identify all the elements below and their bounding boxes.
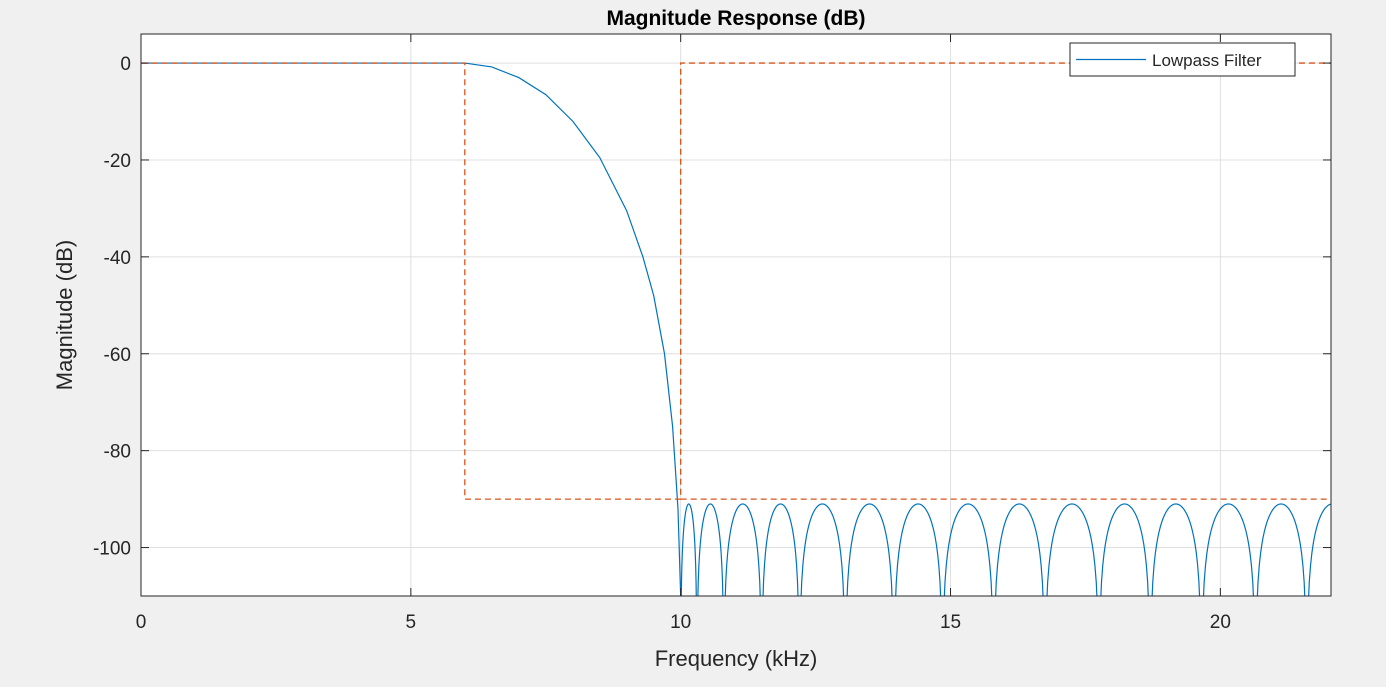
plot-series-group: [141, 62, 1331, 596]
plot-border: [140, 33, 1332, 597]
spec-mask-dashed-line: [141, 62, 1331, 500]
y-tick-label: -20: [104, 151, 131, 172]
x-tick-label: 15: [940, 612, 961, 633]
y-axis-label: Magnitude (dB): [52, 240, 77, 390]
y-tick-label: 0: [120, 54, 131, 75]
y-tick-label: -80: [104, 442, 131, 463]
axis-ticks: [140, 34, 1331, 596]
chart-title: Magnitude Response (dB): [606, 7, 865, 30]
series-lowpass-filter-line: [141, 62, 1331, 596]
x-tick-label: 0: [136, 612, 147, 633]
axis-tick-labels: 0 5 10 15 20 0 -20 -40 -60 -80 -100: [93, 54, 1231, 633]
legend-entry-label: Lowpass Filter: [1152, 51, 1262, 70]
y-tick-label: -60: [104, 345, 131, 366]
y-tick-label: -40: [104, 248, 131, 269]
x-tick-label: 20: [1210, 612, 1231, 633]
x-tick-label: 10: [670, 612, 691, 633]
grid-lines: [141, 34, 1331, 596]
legend: Lowpass Filter: [1069, 42, 1296, 77]
x-axis-label: Frequency (kHz): [655, 646, 818, 671]
y-tick-label: -100: [93, 539, 131, 560]
plot-area: [141, 34, 1331, 596]
x-tick-label: 5: [406, 612, 417, 633]
